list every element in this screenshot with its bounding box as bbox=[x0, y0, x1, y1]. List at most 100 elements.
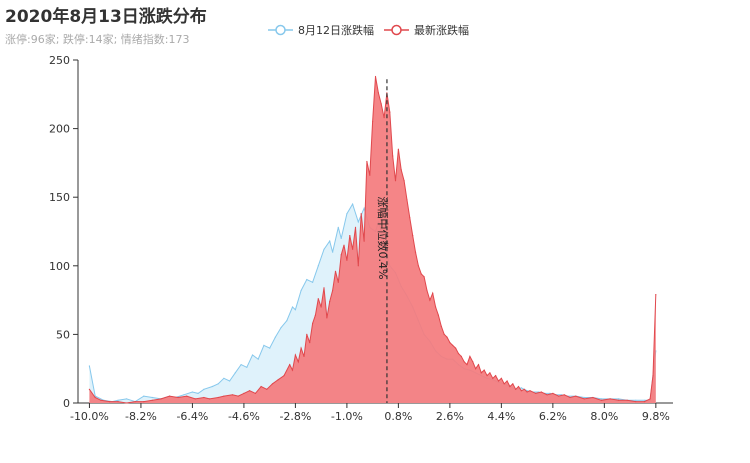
data-point-latest bbox=[383, 117, 385, 119]
data-point-latest bbox=[343, 244, 345, 246]
data-point-latest bbox=[357, 265, 359, 267]
data-point-latest bbox=[506, 380, 508, 382]
x-tick-label: -1.0% bbox=[331, 410, 363, 423]
data-point-latest bbox=[515, 388, 517, 390]
series-area-latest bbox=[89, 76, 656, 403]
data-point-latest bbox=[360, 213, 362, 215]
data-point-latest bbox=[332, 289, 334, 292]
data-point-latest bbox=[446, 336, 448, 338]
data-point-prev bbox=[183, 394, 185, 396]
legend-item-latest[interactable]: 最新涨跌幅 bbox=[384, 22, 469, 38]
x-tick-label: 2.6% bbox=[436, 410, 464, 423]
data-point-prev bbox=[600, 398, 603, 400]
data-point-latest bbox=[618, 399, 620, 401]
data-point-prev bbox=[151, 396, 153, 399]
legend-marker-latest-icon bbox=[384, 24, 409, 36]
y-tick-label: 50 bbox=[56, 328, 70, 341]
data-point-latest bbox=[609, 398, 611, 400]
data-point-latest bbox=[352, 248, 354, 250]
data-point-latest bbox=[94, 396, 96, 399]
data-point-latest bbox=[414, 251, 417, 253]
legend-label-prev: 8月12日涨跌幅 bbox=[298, 24, 374, 37]
data-point-prev bbox=[357, 221, 359, 223]
data-point-latest bbox=[592, 396, 594, 399]
data-point-latest bbox=[429, 299, 431, 301]
data-point-latest bbox=[254, 392, 256, 394]
data-point-latest bbox=[526, 391, 528, 393]
data-point-latest bbox=[126, 402, 128, 404]
data-point-prev bbox=[257, 358, 259, 360]
data-point-latest bbox=[520, 390, 523, 392]
data-point-latest bbox=[635, 401, 637, 403]
data-point-latest bbox=[523, 388, 525, 390]
data-point-latest bbox=[209, 398, 211, 400]
data-point-prev bbox=[286, 320, 288, 322]
data-point-latest bbox=[300, 347, 302, 349]
data-point-prev bbox=[217, 383, 219, 385]
data-point-latest bbox=[409, 217, 411, 219]
data-point-latest bbox=[503, 383, 505, 385]
data-point-latest bbox=[317, 298, 319, 300]
data-point-latest bbox=[463, 361, 465, 363]
marker-layer: 涨幅中位数0.4% bbox=[376, 79, 390, 403]
data-point-latest bbox=[349, 235, 351, 237]
data-point-prev bbox=[211, 385, 213, 388]
data-point-latest bbox=[320, 306, 322, 308]
data-point-latest bbox=[243, 392, 245, 394]
data-point-latest bbox=[517, 385, 520, 388]
data-point-latest bbox=[437, 314, 439, 316]
data-point-latest bbox=[334, 270, 337, 272]
data-point-latest bbox=[340, 254, 342, 256]
data-point-prev bbox=[337, 226, 339, 228]
data-point-prev bbox=[317, 265, 319, 267]
data-point-latest bbox=[403, 180, 405, 182]
data-point-prev bbox=[300, 289, 302, 292]
data-point-latest bbox=[369, 174, 371, 176]
data-point-latest bbox=[546, 394, 548, 396]
data-point-latest bbox=[374, 75, 377, 78]
data-point-latest bbox=[363, 240, 365, 242]
data-point-latest bbox=[569, 396, 571, 399]
legend-item-prev[interactable]: 8月12日涨跌幅 bbox=[268, 22, 374, 38]
data-point-latest bbox=[377, 92, 379, 94]
legend: 8月12日涨跌幅 最新涨跌幅 bbox=[268, 22, 479, 38]
data-point-latest bbox=[266, 388, 268, 390]
x-tick-label: -4.6% bbox=[228, 410, 260, 423]
data-point-prev bbox=[643, 399, 646, 401]
data-point-prev bbox=[332, 251, 334, 253]
data-point-prev bbox=[240, 364, 242, 366]
data-point-latest bbox=[643, 401, 646, 403]
data-point-latest bbox=[289, 364, 291, 366]
data-point-latest bbox=[443, 333, 445, 335]
data-point-prev bbox=[280, 326, 282, 329]
series-layer bbox=[88, 75, 657, 404]
data-point-latest bbox=[249, 390, 251, 392]
data-point-prev bbox=[294, 309, 296, 311]
data-point-latest bbox=[260, 385, 262, 388]
data-point-latest bbox=[466, 364, 468, 366]
data-point-latest bbox=[440, 325, 442, 327]
median-label: 涨幅中位数0.4% bbox=[376, 197, 390, 280]
data-point-prev bbox=[312, 281, 314, 283]
data-point-latest bbox=[386, 92, 388, 94]
data-point-latest bbox=[309, 342, 311, 344]
data-point-latest bbox=[217, 396, 219, 399]
data-point-latest bbox=[329, 300, 331, 303]
data-point-prev bbox=[246, 366, 248, 368]
y-tick-label: 0 bbox=[63, 397, 70, 410]
data-point-latest bbox=[108, 401, 111, 403]
x-tick-label: 0.8% bbox=[384, 410, 412, 423]
data-point-latest bbox=[177, 396, 179, 399]
data-point-latest bbox=[88, 388, 90, 390]
x-tick-label: 8.0% bbox=[590, 410, 618, 423]
data-point-latest bbox=[366, 160, 368, 163]
data-point-latest bbox=[655, 294, 657, 296]
data-point-latest bbox=[271, 383, 274, 385]
data-point-latest bbox=[486, 375, 488, 377]
data-point-prev bbox=[263, 344, 265, 346]
x-tick-label: -8.2% bbox=[125, 410, 157, 423]
data-point-latest bbox=[303, 355, 305, 357]
x-tick-label: -6.4% bbox=[176, 410, 208, 423]
data-point-prev bbox=[618, 398, 620, 400]
data-point-latest bbox=[394, 180, 397, 182]
